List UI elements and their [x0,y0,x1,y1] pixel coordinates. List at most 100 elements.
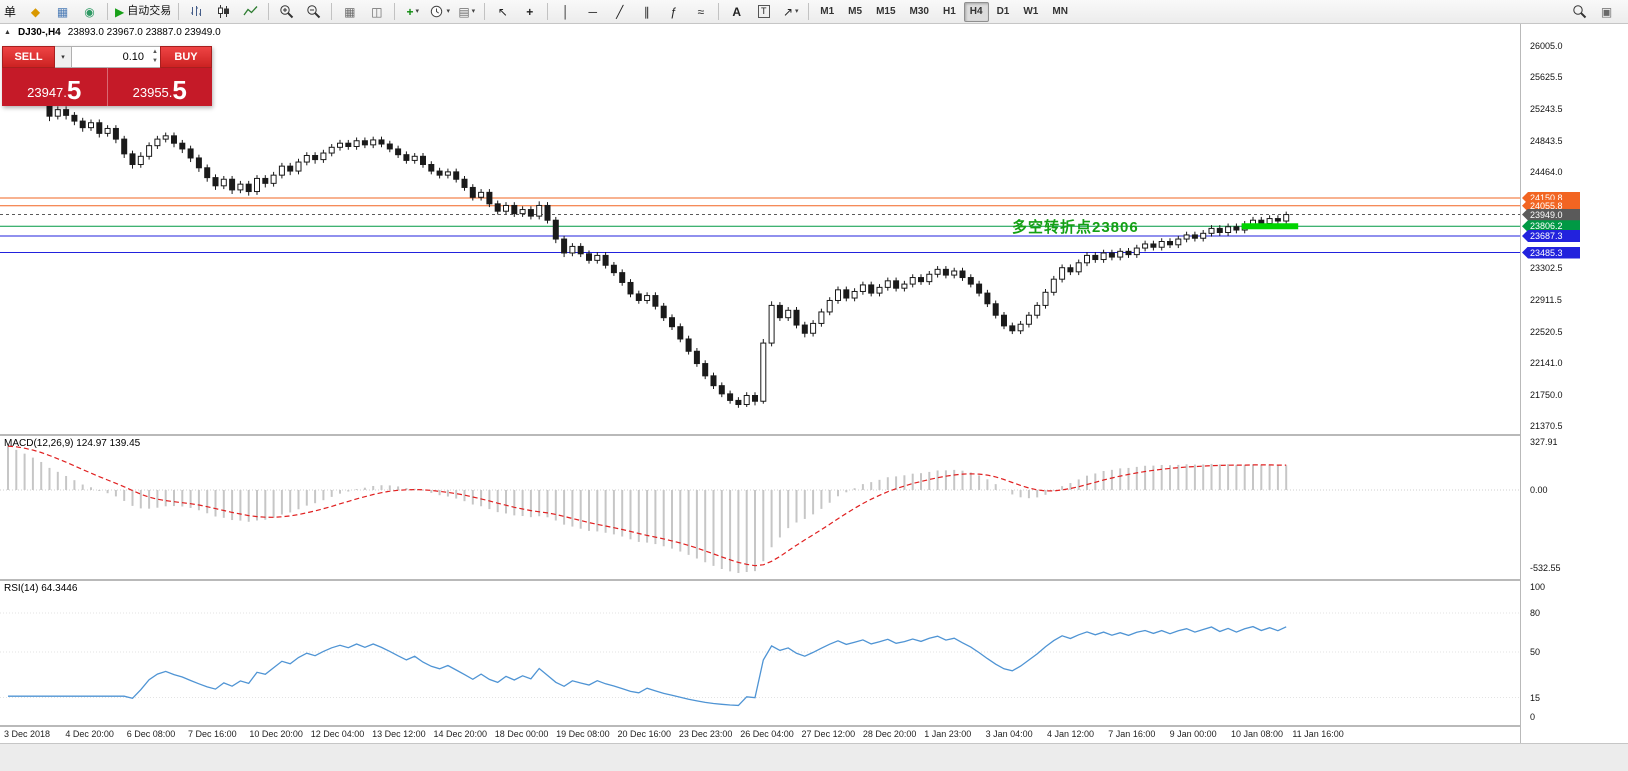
line-chart-icon[interactable] [237,1,264,23]
scale-label: 24464.0 [1530,167,1563,178]
toolbar: 单 ◆ ▦ ◉ ▶ 自动交易 ▦ ◫ + ▾ ▾ ▤ ▾ ↖ + │ ─ ╱ ∥ ƒ ≈ A T ↗ ▾ M1 M5 M15 M30 H… [0,0,1628,24]
chevron-down-icon: ▾ [415,8,420,15]
indicators-icon[interactable]: + ▾ [406,4,420,19]
lot-decrease-button[interactable]: ▼ [152,58,158,64]
time-axis-label: 4 Dec 20:00 [65,729,114,739]
timeframe-mn[interactable]: MN [1052,6,1068,17]
collapse-icon[interactable]: ▲ [4,29,11,36]
time-axis[interactable]: 3 Dec 2018 4 Dec 20:00 6 Dec 08:00 7 Dec 16… [0,727,1520,743]
chart-ohlc: 23893.0 23967.0 23887.0 23949.0 [67,27,221,38]
autotrade-button[interactable]: ▶ 自动交易 [115,4,172,19]
toolbar-separator [268,3,270,20]
trend-segment[interactable] [1241,223,1299,230]
timeframe-d1[interactable]: D1 [996,6,1010,17]
chart-title: DJ30-,H4 [17,27,61,38]
scale-label: 23302.5 [1530,262,1563,273]
time-axis-label: 13 Dec 12:00 [372,729,426,739]
candlestick-chart[interactable] [0,40,1520,434]
lot-size-field[interactable]: 0.10 ▲ ▼ [72,46,160,68]
time-axis-label: 12 Dec 04:00 [310,729,365,739]
toolbar-separator [331,3,333,20]
periods-icon[interactable]: ▾ [426,1,453,23]
buy-button[interactable]: BUY [160,46,212,68]
time-axis-label: 3 Jan 04:00 [985,729,1033,739]
menu-text[interactable]: 单 [4,5,17,19]
scale-label: 100 [1530,582,1546,592]
one-click-trade-panel: SELL ▾ 0.10 ▲ ▼ BUY 23947. 5 23955. 5 [2,46,212,106]
panel-divider[interactable] [0,434,1628,436]
text-icon[interactable]: A [732,4,742,19]
time-axis-label: 26 Dec 04:00 [740,729,794,739]
bar-chart-icon[interactable] [183,1,210,23]
scale-label: 15 [1530,692,1541,703]
grid-icon[interactable]: ▦ [344,4,356,19]
window-bottom-strip [0,743,1628,771]
scale-label: 22520.5 [1530,326,1563,337]
buy-price[interactable]: 23955. 5 [108,68,213,106]
arrow-tools-icon[interactable]: ↗ ▾ [782,4,799,19]
toolbar-separator [107,3,109,20]
trendline-icon[interactable]: ╱ [616,4,624,19]
templates-icon[interactable]: ▤ ▾ [458,4,476,19]
new-order-icon[interactable]: ◆ [30,4,41,19]
layouts-icon[interactable]: ▣ [1600,4,1613,19]
waves-icon[interactable]: ≈ [697,4,705,19]
search-icon[interactable] [1566,1,1593,23]
rsi-label: RSI(14) 64.3446 [4,583,77,594]
toolbar-separator [178,3,180,20]
time-axis-label: 10 Dec 20:00 [249,729,303,739]
rsi-indicator[interactable] [0,581,1520,725]
chevron-down-icon: ▾ [446,8,450,15]
panel-divider[interactable] [0,725,1628,727]
crosshair-icon[interactable]: + [526,4,534,19]
vertical-line-icon[interactable]: │ [562,4,570,19]
sell-button[interactable]: SELL [2,46,55,68]
zoom-out-icon[interactable] [300,1,327,23]
chevron-down-icon: ▾ [471,8,476,15]
tile-windows-icon[interactable]: ◫ [371,4,383,19]
toolbar-separator [484,3,486,20]
scale-label: 22911.5 [1530,294,1562,305]
lot-dropdown-button[interactable]: ▾ [55,46,72,68]
time-axis-label: 18 Dec 00:00 [494,729,549,739]
time-axis-label: 1 Jan 23:00 [924,729,972,739]
toolbar-buttons: ◆ ▦ ◉ ▶ 自动交易 ▦ ◫ + ▾ ▾ ▤ ▾ ↖ + │ ─ ╱ ∥ ƒ ≈ A T ↗ ▾ M1 M5 M15 M30 H1 H… [22,1,1075,23]
rsi-name: RSI(14) [4,583,39,594]
cursor-icon[interactable]: ↖ [497,4,508,19]
timeframe-m15[interactable]: M15 [876,6,896,17]
macd-indicator[interactable] [0,436,1520,579]
market-watch-icon[interactable]: ◉ [84,4,95,19]
lot-increase-button[interactable]: ▲ [152,49,158,55]
scale-label: 80 [1530,608,1541,618]
price-level-badge: 23485.3 [1522,246,1580,259]
scale-label: 24843.5 [1530,136,1563,147]
horizontal-line-icon[interactable]: ─ [588,4,597,19]
toolbar-separator [394,3,396,20]
timeframe-m1[interactable]: M1 [820,6,835,17]
charts-window-icon[interactable]: ▦ [56,4,69,19]
scale-label: 327.91 [1530,437,1558,447]
timeframe-h1[interactable]: H1 [942,6,956,17]
time-axis-label: 28 Dec 20:00 [862,729,917,739]
chevron-down-icon: ▾ [795,8,799,15]
fibonacci-icon[interactable]: ƒ [670,4,678,19]
macd-values: 124.97 139.45 [76,438,141,449]
timeframe-w1[interactable]: W1 [1023,6,1039,17]
equidistant-channel-icon[interactable]: ∥ [643,4,650,19]
timeframe-m5[interactable]: M5 [848,6,863,17]
chart-header: ▲ DJ30-,H4 23893.0 23967.0 23887.0 23949… [4,27,221,38]
scale-label: 21370.5 [1530,420,1563,431]
panel-divider[interactable] [0,579,1628,581]
buy-price-main: 23955. [132,85,173,100]
sell-price[interactable]: 23947. 5 [2,68,108,106]
timeframe-h4[interactable]: H4 [963,1,989,22]
label-icon[interactable]: T [750,1,777,23]
candlestick-chart-icon[interactable] [210,1,237,23]
sell-price-main: 23947. [27,85,67,100]
lot-spinner: ▲ ▼ [152,48,158,66]
price-scale[interactable]: 26005.0 25625.5 25243.5 24843.5 24464.0 23302… [1520,24,1628,743]
trade-controls-row: SELL ▾ 0.10 ▲ ▼ BUY [2,46,212,68]
zoom-in-icon[interactable] [273,1,300,23]
timeframe-m30[interactable]: M30 [909,6,929,17]
